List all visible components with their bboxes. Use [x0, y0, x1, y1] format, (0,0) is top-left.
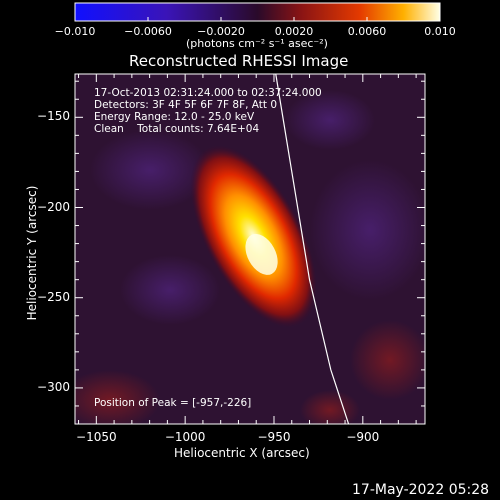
- y-axis-label: Heliocentric Y (arcsec): [25, 185, 39, 321]
- x-tick-label: −900: [346, 430, 380, 444]
- plot-frame: [74, 73, 426, 425]
- y-tick-label: −300: [37, 379, 70, 394]
- info-line-1: 17-Oct-2013 02:31:24.000 to 02:37:24.000: [94, 87, 322, 99]
- colorbar-ticks: [74, 17, 441, 21]
- colorbar-tick-label: −0.0020: [197, 25, 245, 38]
- x-axis-label: Heliocentric X (arcsec): [174, 446, 310, 460]
- colorbar-tick-label: −0.0060: [124, 25, 172, 38]
- colorbar-unit-label: (photons cm⁻² s⁻¹ asec⁻²): [186, 37, 328, 50]
- axis-ticks: [75, 74, 425, 424]
- x-tick-label: −950: [257, 430, 291, 444]
- image-area: [75, 74, 425, 424]
- colorbar-tick-label: 0.0020: [274, 25, 314, 38]
- y-tick-label: −250: [37, 289, 70, 304]
- info-line-4: Clean Total counts: 7.64E+04: [94, 123, 260, 135]
- y-tick-label: −150: [37, 109, 70, 124]
- colorbar-tick-label: 0.0060: [347, 25, 387, 38]
- source-peak: [245, 233, 278, 275]
- y-tick-label: −200: [37, 199, 70, 214]
- colorbar-tick-label: 0.010: [424, 25, 456, 38]
- info-line-2: Detectors: 3F 4F 5F 6F 7F 8F, Att 0: [94, 99, 278, 111]
- footer-date: 17-May-2022 05:28: [352, 482, 490, 498]
- solar-limb-line: [275, 74, 350, 424]
- chart-title: Reconstructed RHESSI Image: [129, 52, 349, 70]
- info-line-3: Energy Range: 12.0 - 25.0 keV: [94, 111, 255, 123]
- peak-position-label: Position of Peak = [-957,-226]: [94, 397, 252, 409]
- x-tick-label: −1000: [164, 430, 206, 444]
- hxr-source: [190, 145, 317, 328]
- colorbar-tick-label: −0.010: [54, 25, 96, 38]
- colorbar: [74, 2, 441, 22]
- x-tick-label: −1050: [76, 430, 117, 444]
